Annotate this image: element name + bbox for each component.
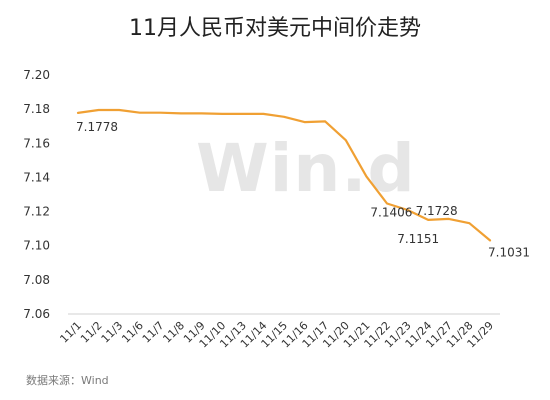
y-tick-label: 7.06 xyxy=(23,307,50,321)
data-label: 7.1778 xyxy=(76,120,118,134)
chart-title: 11月人民币对美元中间价走势 xyxy=(129,16,421,41)
source-note: 数据来源：Wind xyxy=(26,374,109,387)
x-tick-label: 11/6 xyxy=(119,319,146,346)
series-line xyxy=(76,108,492,242)
x-tick-label: 11/3 xyxy=(99,319,126,346)
x-tick-label: 11/7 xyxy=(140,319,167,346)
data-label: 7.1151 xyxy=(397,232,439,246)
y-tick-label: 7.20 xyxy=(23,68,50,82)
y-tick-label: 7.16 xyxy=(23,136,50,150)
watermark: Win.d xyxy=(196,130,416,207)
data-label: 7.1406 xyxy=(370,205,412,219)
y-tick-label: 7.14 xyxy=(23,170,50,184)
x-tick-label: 11/8 xyxy=(160,319,187,346)
y-tick-label: 7.12 xyxy=(23,205,50,219)
y-tick-label: 7.08 xyxy=(23,273,50,287)
x-tick-label: 11/1 xyxy=(57,319,84,346)
x-tick-label: 11/2 xyxy=(78,319,105,346)
data-label: 7.1728 xyxy=(416,204,458,218)
data-label: 7.1031 xyxy=(488,245,530,259)
y-tick-label: 7.18 xyxy=(23,102,50,116)
y-tick-label: 7.10 xyxy=(23,239,50,253)
